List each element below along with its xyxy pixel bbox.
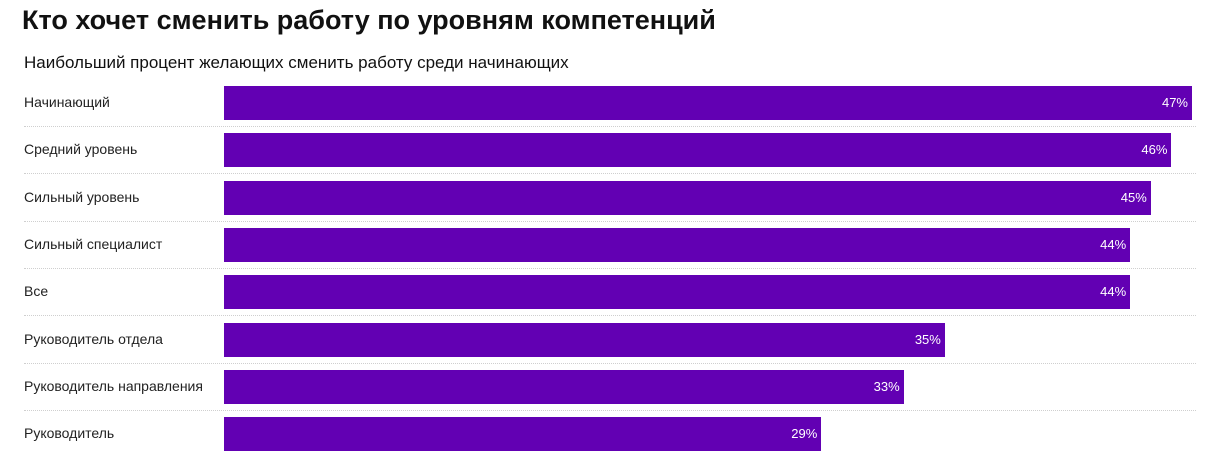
- category-label: Руководитель: [24, 425, 115, 442]
- category-label: Сильный уровень: [24, 188, 140, 205]
- bar-value-label: 35%: [914, 331, 941, 347]
- chart-title: Кто хочет сменить работу по уровням комп…: [22, 5, 716, 35]
- row-divider: [24, 173, 1196, 175]
- bar: 33%: [224, 369, 904, 404]
- bar-row: Руководитель отдела 35%: [24, 317, 1196, 364]
- bar: 44%: [224, 275, 1131, 310]
- bar-row: Средний уровень 46%: [24, 127, 1196, 175]
- row-divider: [24, 315, 1196, 317]
- bar-value-label: 47%: [1161, 95, 1188, 110]
- category-label: Сильный специалист: [24, 235, 163, 252]
- bar-row: Начинающий 47%: [24, 80, 1196, 127]
- bar: 46%: [224, 133, 1172, 168]
- bar-value-label: 44%: [1100, 284, 1127, 300]
- bar-row: Сильный специалист 44%: [24, 222, 1196, 269]
- category-label: Начинающий: [24, 94, 110, 110]
- row-divider: [24, 220, 1196, 222]
- category-label: Все: [24, 283, 49, 300]
- bar-value-label: 33%: [873, 378, 900, 394]
- bar-value-label: 46%: [1141, 142, 1168, 158]
- row-divider: [24, 409, 1196, 411]
- bar: 35%: [224, 322, 945, 357]
- row-divider: [24, 267, 1196, 269]
- bar-row: Руководитель направления 33%: [24, 364, 1196, 411]
- category-label: Средний уровень: [24, 141, 138, 158]
- bar-row: Руководитель 29%: [24, 411, 1196, 458]
- bar: 45%: [224, 180, 1151, 215]
- bar: 29%: [224, 417, 822, 452]
- bar: 47%: [224, 86, 1192, 120]
- bar-value-label: 45%: [1120, 189, 1147, 205]
- chart-subtitle: Наибольший процент желающих сменить рабо…: [24, 53, 569, 72]
- bar-row: Все 44%: [24, 269, 1196, 317]
- bar-value-label: 29%: [791, 426, 818, 442]
- bar-value-label: 44%: [1100, 236, 1127, 252]
- category-label: Руководитель направления: [24, 377, 203, 394]
- row-divider: [24, 362, 1196, 364]
- category-label: Руководитель отдела: [24, 330, 163, 347]
- bar-row: Сильный уровень 45%: [24, 175, 1196, 222]
- row-divider: [24, 126, 1196, 127]
- bar: 44%: [224, 227, 1131, 262]
